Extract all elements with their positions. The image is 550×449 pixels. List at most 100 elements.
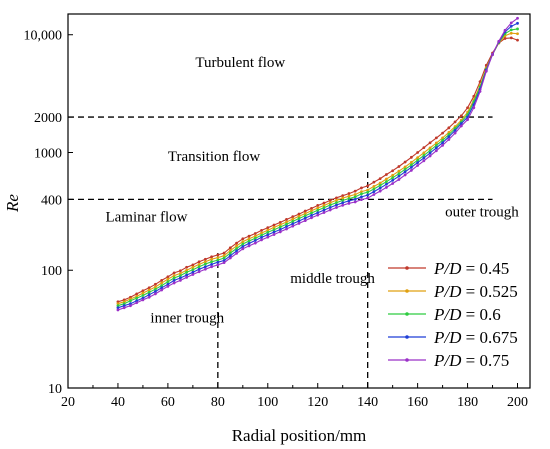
data-point xyxy=(235,252,238,255)
data-point xyxy=(341,196,345,200)
data-point xyxy=(197,263,201,266)
data-point xyxy=(203,265,207,269)
legend-label: P/D = 0.525 xyxy=(433,282,518,301)
legend-label: P/D = 0.75 xyxy=(433,351,509,370)
data-point xyxy=(391,173,395,177)
data-point xyxy=(116,302,120,306)
data-point xyxy=(266,235,270,239)
data-point xyxy=(178,272,182,275)
data-point xyxy=(216,253,220,257)
data-point xyxy=(472,106,476,110)
data-point xyxy=(266,233,270,237)
data-point xyxy=(285,218,288,221)
data-point xyxy=(228,256,232,260)
data-point xyxy=(509,36,513,40)
data-point xyxy=(397,169,401,173)
data-point xyxy=(378,186,382,190)
data-point xyxy=(141,289,145,293)
data-point xyxy=(372,193,376,196)
legend-label: P/D = 0.45 xyxy=(433,259,509,278)
data-point xyxy=(347,201,351,205)
data-point xyxy=(328,208,332,212)
data-point xyxy=(203,260,207,264)
data-point xyxy=(310,211,313,215)
data-point xyxy=(154,287,157,291)
data-point xyxy=(341,203,345,207)
data-point xyxy=(291,219,295,223)
x-tick-label: 60 xyxy=(161,395,175,410)
data-point xyxy=(409,160,413,164)
data-point xyxy=(122,306,126,310)
data-point xyxy=(353,197,357,201)
data-point xyxy=(228,249,232,252)
data-point xyxy=(203,267,207,271)
data-point xyxy=(303,212,307,215)
data-point xyxy=(253,234,257,238)
data-point xyxy=(335,206,338,209)
data-point xyxy=(285,227,288,231)
data-point xyxy=(391,178,395,182)
data-point xyxy=(197,270,201,274)
data-point xyxy=(197,267,201,271)
data-point xyxy=(241,237,245,241)
data-point xyxy=(328,198,332,202)
region-annotation: Transition flow xyxy=(168,149,261,165)
data-point xyxy=(378,177,382,181)
data-point xyxy=(166,284,170,288)
data-point xyxy=(116,300,120,304)
data-point xyxy=(303,214,307,218)
data-point xyxy=(422,146,426,150)
data-point xyxy=(278,225,282,229)
data-point xyxy=(509,28,513,32)
data-point xyxy=(285,222,288,226)
legend-swatch-marker xyxy=(405,266,409,270)
data-point xyxy=(409,155,413,159)
data-point xyxy=(453,120,457,124)
data-point xyxy=(397,165,401,168)
data-point xyxy=(397,174,401,178)
legend-label: P/D = 0.6 xyxy=(433,305,501,324)
data-point xyxy=(253,241,257,245)
data-point xyxy=(222,256,226,260)
data-point xyxy=(509,21,513,25)
data-point xyxy=(441,143,444,147)
data-point xyxy=(310,209,313,213)
data-point xyxy=(172,276,176,280)
x-tick-label: 120 xyxy=(307,395,328,410)
y-tick-label: 2000 xyxy=(34,111,62,126)
data-point xyxy=(241,245,245,248)
data-point xyxy=(166,275,170,279)
y-tick-label: 100 xyxy=(41,264,62,279)
data-point xyxy=(235,244,238,248)
data-point xyxy=(216,258,220,262)
x-axis-title: Radial position/mm xyxy=(232,426,367,445)
x-tick-label: 80 xyxy=(211,395,225,410)
data-point xyxy=(416,151,420,154)
data-point xyxy=(428,149,432,152)
data-point xyxy=(366,188,370,192)
data-point xyxy=(441,141,444,145)
data-point xyxy=(360,198,363,202)
data-point xyxy=(310,216,313,220)
y-tick-label: 10,000 xyxy=(24,29,63,44)
data-point xyxy=(160,284,164,288)
data-point xyxy=(459,122,463,125)
data-point xyxy=(129,299,132,303)
data-point xyxy=(453,129,457,132)
data-point xyxy=(247,237,251,241)
x-tick-label: 100 xyxy=(257,395,278,410)
data-point xyxy=(191,263,195,267)
data-point xyxy=(178,278,182,282)
data-point xyxy=(241,240,245,244)
data-point xyxy=(197,260,201,264)
data-point xyxy=(360,195,363,199)
data-point xyxy=(322,201,326,205)
data-point xyxy=(178,269,182,273)
data-point xyxy=(372,180,376,184)
data-point xyxy=(160,278,164,282)
data-point xyxy=(154,290,157,293)
data-point xyxy=(203,257,207,261)
data-point xyxy=(416,156,420,159)
legend-swatch-marker xyxy=(405,312,409,316)
data-point xyxy=(241,247,245,251)
